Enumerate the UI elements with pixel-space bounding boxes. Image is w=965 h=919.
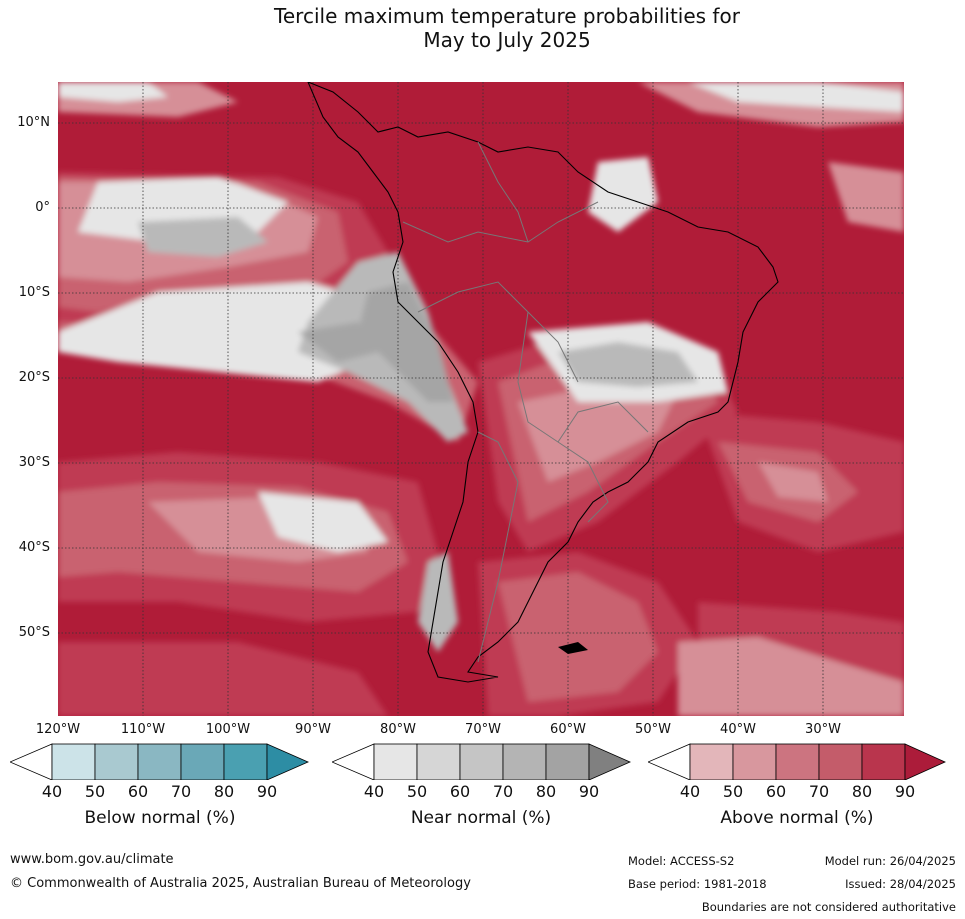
lon-label-50w: 50°W [635, 722, 671, 737]
colorbar-below-min-arrow [8, 743, 53, 781]
lat-label-10s: 10°S [18, 285, 50, 300]
model-run-date: Model run: 26/04/2025 [824, 854, 956, 868]
colorbar-above-90 [861, 743, 906, 781]
colorbar-below-50 [51, 743, 96, 781]
colorbar-near [330, 743, 631, 781]
colorbar-above-50 [689, 743, 734, 781]
lon-label-110w: 110°W [120, 722, 166, 737]
probability-shading [58, 82, 904, 716]
lat-label-20s: 20°S [18, 370, 50, 385]
colorbar-near-60 [416, 743, 461, 781]
colorbar-above-80 [818, 743, 863, 781]
colorbar-above-60 [732, 743, 777, 781]
colorbar-below-90 [223, 743, 268, 781]
colorbar-below-60 [94, 743, 139, 781]
legend-near-tick-60: 60 [449, 782, 471, 801]
boundaries-disclaimer: Boundaries are not considered authoritat… [701, 900, 956, 914]
colorbar-above [646, 743, 946, 781]
legend-below-tick-80: 80 [213, 782, 235, 801]
legend-below-tick-70: 70 [170, 782, 192, 801]
legend-below-normal: 40 50 60 70 80 90 [8, 740, 310, 801]
colorbar-near-70 [459, 743, 504, 781]
legend-near-tick-90: 90 [578, 782, 600, 801]
colorbar-near-50 [373, 743, 418, 781]
falkland-islands [558, 642, 588, 654]
colorbar-above-70 [775, 743, 820, 781]
lon-label-40w: 40°W [720, 722, 756, 737]
legend-above-tick-80: 80 [851, 782, 873, 801]
colorbar-below-70 [137, 743, 182, 781]
legend-above-tick-70: 70 [808, 782, 830, 801]
lon-label-60w: 60°W [550, 722, 586, 737]
legend-below-title: Below normal (%) [84, 808, 236, 828]
colorbar-below-max-arrow [266, 743, 309, 781]
lat-label-10n: 10°N [17, 115, 50, 130]
legend-above-tick-60: 60 [765, 782, 787, 801]
colorbar-above-max-arrow [904, 743, 946, 781]
legend-near-title: Near normal (%) [410, 808, 552, 828]
legend-below-tick-90: 90 [256, 782, 278, 801]
graticule [58, 82, 904, 716]
lat-label-0: 0° [35, 200, 50, 215]
chart-title: Tercile maximum temperature probabilitie… [0, 4, 965, 52]
colorbar-near-90 [545, 743, 590, 781]
legend-near-normal: 40 50 60 70 80 90 [330, 740, 632, 801]
legend-near-tick-70: 70 [492, 782, 514, 801]
lon-label-100w: 100°W [205, 722, 251, 737]
coastline [307, 82, 779, 683]
lon-label-120w: 120°W [35, 722, 81, 737]
copyright-text: © Commonwealth of Australia 2025, Austra… [10, 876, 471, 891]
title-line-2: May to July 2025 [423, 28, 591, 52]
title-line-1: Tercile maximum temperature probabilitie… [274, 4, 740, 28]
country-borders [402, 141, 649, 663]
legend-above-title: Above normal (%) [720, 808, 874, 828]
legend-above-tick-90: 90 [894, 782, 916, 801]
colorbar-above-min-arrow [646, 743, 691, 781]
legend-below-tick-60: 60 [127, 782, 149, 801]
website-link[interactable]: www.bom.gov.au/climate [10, 852, 174, 867]
colorbar-near-80 [502, 743, 547, 781]
lat-label-40s: 40°S [18, 540, 50, 555]
colorbar-below [8, 743, 309, 781]
legend-above-tick-40: 40 [679, 782, 701, 801]
lat-label-50s: 50°S [18, 625, 50, 640]
base-period: Base period: 1981-2018 [628, 877, 767, 891]
lon-label-70w: 70°W [465, 722, 501, 737]
lon-label-30w: 30°W [805, 722, 841, 737]
legend-near-tick-50: 50 [406, 782, 428, 801]
legend-above-tick-50: 50 [722, 782, 744, 801]
colorbar-near-max-arrow [588, 743, 631, 781]
legend-below-tick-50: 50 [84, 782, 106, 801]
lon-label-90w: 90°W [295, 722, 331, 737]
legend-above-normal: 40 50 60 70 80 90 [646, 740, 948, 801]
probability-map [58, 82, 904, 716]
lat-label-30s: 30°S [18, 455, 50, 470]
issued-date: Issued: 28/04/2025 [845, 877, 956, 891]
colorbar-near-min-arrow [330, 743, 375, 781]
legend-near-tick-80: 80 [535, 782, 557, 801]
model-name: Model: ACCESS-S2 [628, 854, 735, 868]
lon-label-80w: 80°W [380, 722, 416, 737]
legend-near-tick-40: 40 [363, 782, 385, 801]
map-svg [58, 82, 904, 716]
legend-below-tick-40: 40 [41, 782, 63, 801]
colorbar-below-80 [180, 743, 225, 781]
